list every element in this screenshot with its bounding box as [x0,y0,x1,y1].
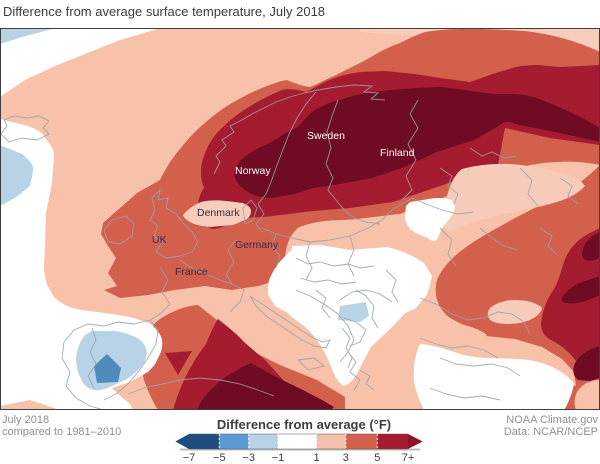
svg-text:Denmark: Denmark [197,207,240,219]
svg-text:−1: −1 [272,452,285,464]
svg-text:Norway: Norway [235,165,271,177]
svg-text:−7: −7 [183,452,196,464]
svg-text:1: 1 [313,452,319,464]
svg-text:Germany: Germany [235,239,279,251]
svg-text:3: 3 [343,452,349,464]
svg-text:−5: −5 [213,452,226,464]
svg-text:−3: −3 [242,452,255,464]
svg-text:Finland: Finland [380,147,415,159]
svg-text:Sweden: Sweden [307,130,345,142]
svg-text:France: France [175,266,208,278]
svg-text:UK: UK [152,234,167,246]
svg-text:5: 5 [374,452,380,464]
svg-text:7+: 7+ [402,452,415,464]
